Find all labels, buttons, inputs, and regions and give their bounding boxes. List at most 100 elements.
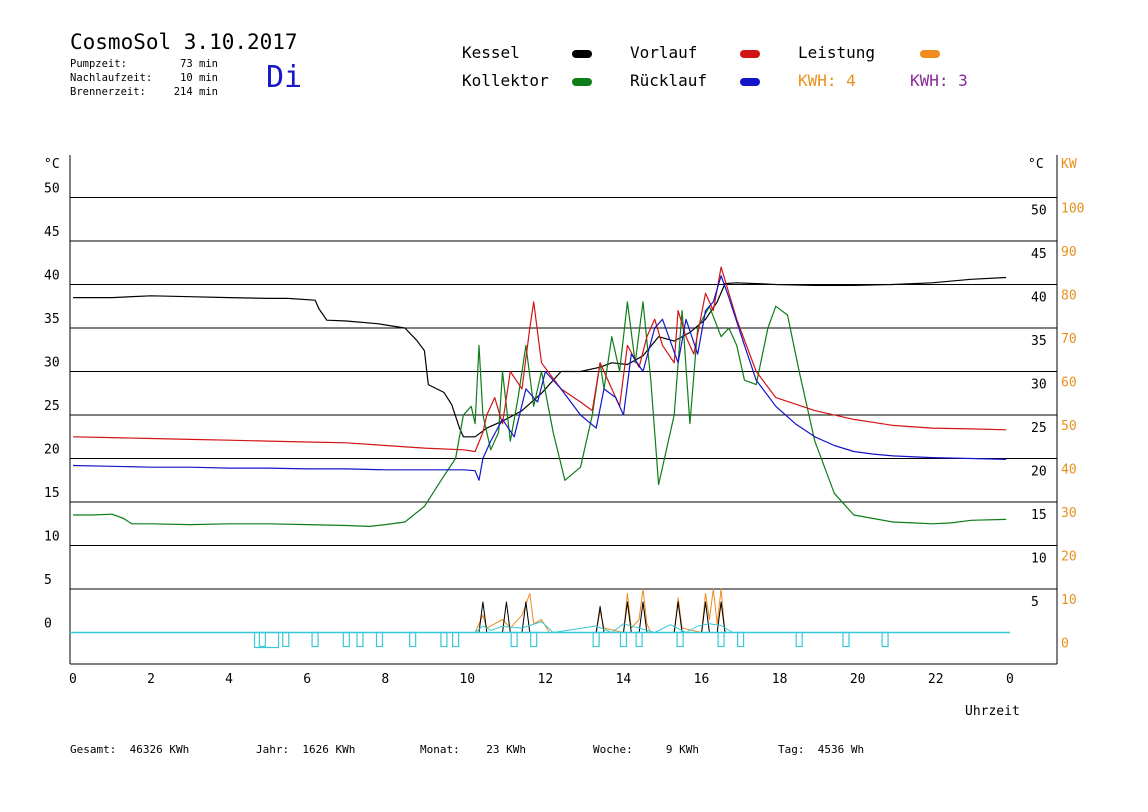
nachlaufzeit-value: 10 min — [180, 72, 218, 84]
y-tick-left-10: 10 — [44, 530, 60, 545]
pump-marker-13 — [635, 631, 643, 648]
woche-label: Woche: — [593, 743, 633, 756]
pump-marker-0 — [258, 631, 266, 648]
footer-jahr: Jahr: 1626 KWh — [256, 743, 355, 756]
footer-gesamt: Gesamt: 46326 KWh — [70, 743, 189, 756]
footer-monat: Monat: 23 KWh — [420, 743, 526, 756]
kwh-orange-value: 4 — [846, 71, 856, 90]
legend-kessel-label: Kessel — [462, 43, 520, 62]
y-tick-left-5: 5 — [44, 573, 52, 588]
pump-marker-3 — [342, 631, 350, 648]
x-tick-10: 20 — [850, 672, 866, 687]
legend-ruecklauf-swatch — [740, 78, 760, 86]
series-line-3 — [72, 275, 1007, 481]
pump-marker-9 — [510, 631, 518, 648]
kw-tick-10: 10 — [1061, 593, 1077, 608]
kw-tick-90: 90 — [1061, 245, 1077, 260]
pumpzeit-value: 73 min — [180, 58, 218, 70]
x-tick-11: 22 — [928, 672, 944, 687]
kw-tick-20: 20 — [1061, 550, 1077, 565]
y-tick-left-45: 45 — [44, 225, 60, 240]
pump-marker-wide — [253, 631, 280, 649]
y-tick-right-35: 35 — [1031, 334, 1047, 349]
kw-tick-50: 50 — [1061, 419, 1077, 434]
y-tick-left-25: 25 — [44, 399, 60, 414]
y-tick-right-10: 10 — [1031, 552, 1047, 567]
x-tick-8: 16 — [694, 672, 710, 687]
x-tick-9: 18 — [772, 672, 788, 687]
brennerzeit-value: 214 min — [173, 86, 218, 98]
x-tick-5: 10 — [459, 672, 475, 687]
legend-leistung-label: Leistung — [798, 43, 876, 62]
kwh-orange-label: KWH: — [798, 71, 837, 90]
x-tick-6: 12 — [538, 672, 554, 687]
pump-marker-11 — [592, 631, 600, 648]
kwh-purple-value: 3 — [958, 71, 968, 90]
pump-marker-18 — [842, 631, 850, 648]
monat-value: 23 KWh — [486, 743, 526, 756]
pump-marker-6 — [409, 631, 417, 648]
pumpzeit-label: Pumpzeit: — [70, 58, 127, 70]
kw-tick-100: 100 — [1061, 202, 1084, 217]
weekday-label: Di — [266, 60, 303, 95]
y-axis-unit-kw: KW — [1061, 157, 1077, 172]
kw-tick-40: 40 — [1061, 463, 1077, 478]
kwh-purple-label: KWH: — [910, 71, 949, 90]
series-line-6 — [73, 621, 1007, 633]
legend-kessel-swatch — [572, 50, 592, 58]
chart-title: CosmoSol 3.10.2017 — [70, 30, 298, 54]
legend-kwh-orange: KWH: 4 — [798, 71, 856, 90]
x-tick-7: 14 — [616, 672, 632, 687]
chart-ticks: 0551010151520202525303035354040454550500… — [44, 182, 1084, 688]
series-line-0 — [73, 276, 1007, 438]
y-tick-right-40: 40 — [1031, 291, 1047, 306]
footer-tag: Tag: 4536 Wh — [778, 743, 864, 756]
monat-label: Monat: — [420, 743, 460, 756]
kw-tick-0: 0 — [1061, 637, 1069, 652]
x-tick-0: 0 — [69, 672, 77, 687]
series-line-1 — [73, 301, 1007, 528]
pump-marker-15 — [717, 631, 725, 648]
jahr-value: 1626 KWh — [302, 743, 356, 756]
pump-marker-2 — [311, 631, 319, 648]
series-line-5 — [478, 601, 726, 633]
y-tick-right-20: 20 — [1031, 465, 1047, 480]
gesamt-value: 46326 KWh — [129, 743, 190, 756]
pump-marker-5 — [375, 631, 384, 648]
gesamt-label: Gesamt: — [70, 743, 117, 756]
pump-marker-17 — [795, 631, 803, 648]
y-tick-left-30: 30 — [44, 356, 60, 371]
pump-marker-16 — [737, 631, 745, 648]
y-tick-left-35: 35 — [44, 312, 60, 327]
kw-tick-80: 80 — [1061, 289, 1077, 304]
legend-vorlauf-label: Vorlauf — [630, 43, 698, 62]
x-axis-label: Uhrzeit — [965, 704, 1020, 719]
y-tick-left-20: 20 — [44, 443, 60, 458]
series-line-2 — [72, 266, 1007, 453]
y-tick-left-50: 50 — [44, 182, 60, 197]
legend-leistung-swatch — [920, 50, 940, 58]
x-tick-1: 2 — [147, 672, 155, 687]
y-tick-right-50: 50 — [1031, 204, 1047, 219]
chart-grid — [70, 197, 1057, 590]
jahr-label: Jahr: — [256, 743, 290, 756]
legend-kollektor-label: Kollektor — [462, 71, 549, 90]
x-tick-3: 6 — [303, 672, 311, 687]
tag-value: 4536 Wh — [817, 743, 865, 756]
pump-marker-19 — [881, 631, 889, 648]
y-tick-right-5: 5 — [1031, 595, 1039, 610]
series-line-4 — [474, 588, 726, 633]
kw-tick-30: 30 — [1061, 506, 1077, 521]
y-tick-left-40: 40 — [44, 269, 60, 284]
brennerzeit-label: Brennerzeit: — [70, 86, 146, 98]
y-axis-unit-left: °C — [44, 157, 60, 172]
legend-ruecklauf-label: Rücklauf — [630, 71, 708, 90]
nachlaufzeit-label: Nachlaufzeit: — [70, 72, 153, 84]
x-tick-4: 8 — [381, 672, 389, 687]
pump-marker-7 — [440, 631, 448, 648]
legend-kwh-purple: KWH: 3 — [910, 71, 968, 90]
y-tick-left-0: 0 — [44, 617, 52, 632]
tag-label: Tag: — [778, 743, 805, 756]
pump-marker-12 — [619, 631, 628, 648]
